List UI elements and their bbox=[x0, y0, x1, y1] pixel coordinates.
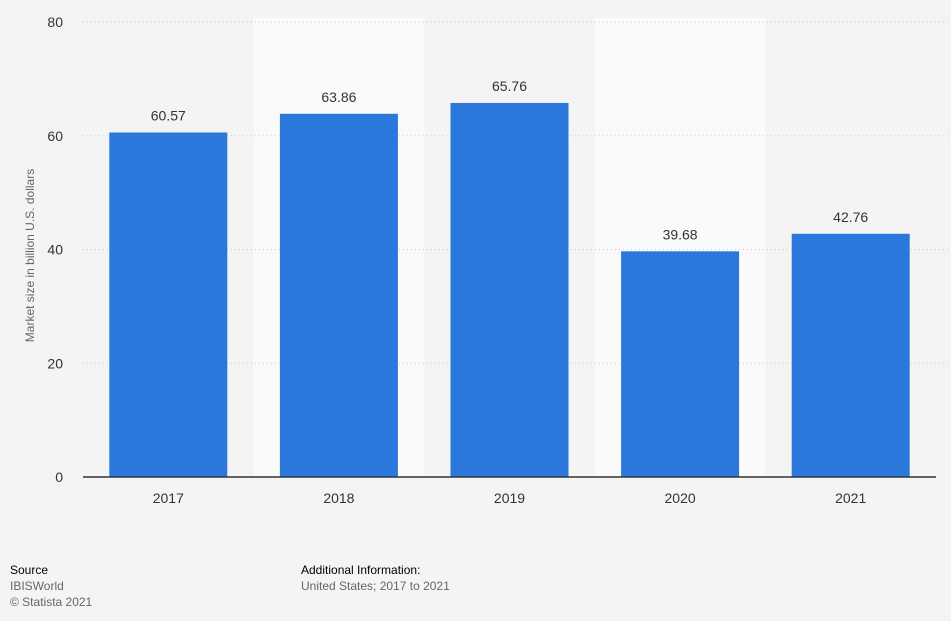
y-axis-ticks: 0 20 40 60 80 bbox=[47, 14, 63, 485]
x-axis-ticks: 2017 2018 2019 2020 2021 bbox=[153, 490, 867, 506]
y-tick-label: 40 bbox=[47, 242, 63, 258]
y-tick-label: 20 bbox=[47, 355, 63, 371]
gridlines bbox=[83, 21, 950, 364]
additional-info-text: United States; 2017 to 2021 bbox=[301, 579, 450, 593]
data-label: 63.86 bbox=[321, 89, 356, 105]
data-labels: 60.57 63.86 65.76 39.68 42.76 bbox=[151, 78, 869, 242]
bars bbox=[109, 102, 910, 478]
y-tick-label: 80 bbox=[47, 14, 63, 30]
y-tick-label: 0 bbox=[55, 469, 63, 485]
data-label: 60.57 bbox=[151, 108, 186, 124]
data-label: 42.76 bbox=[833, 209, 868, 225]
data-label: 39.68 bbox=[663, 226, 698, 242]
x-tick-label: 2021 bbox=[835, 490, 866, 506]
x-tick-label: 2020 bbox=[665, 490, 696, 506]
source-block: Source IBISWorld © Statista 2021 bbox=[10, 562, 92, 610]
x-tick-label: 2019 bbox=[494, 490, 525, 506]
data-label: 65.76 bbox=[492, 78, 527, 94]
source-heading: Source bbox=[10, 563, 49, 577]
copyright: © Statista 2021 bbox=[10, 595, 93, 609]
additional-info-heading: Additional Information: bbox=[301, 563, 421, 577]
bar bbox=[791, 233, 910, 477]
bar bbox=[450, 102, 569, 478]
bar bbox=[109, 132, 228, 477]
bar bbox=[279, 113, 398, 477]
additional-info-block: Additional Information: United States; 2… bbox=[301, 562, 450, 594]
bar-chart: 0 20 40 60 80 60.57 63.86 65.76 39.68 42.76 2017… bbox=[23, 14, 950, 506]
x-tick-label: 2017 bbox=[153, 490, 184, 506]
source-name[interactable]: IBISWorld bbox=[10, 579, 64, 593]
x-tick-label: 2018 bbox=[323, 490, 354, 506]
bar bbox=[621, 251, 740, 477]
y-tick-label: 60 bbox=[47, 128, 63, 144]
y-axis-label: Market size in billion U.S. dollars bbox=[23, 169, 37, 342]
